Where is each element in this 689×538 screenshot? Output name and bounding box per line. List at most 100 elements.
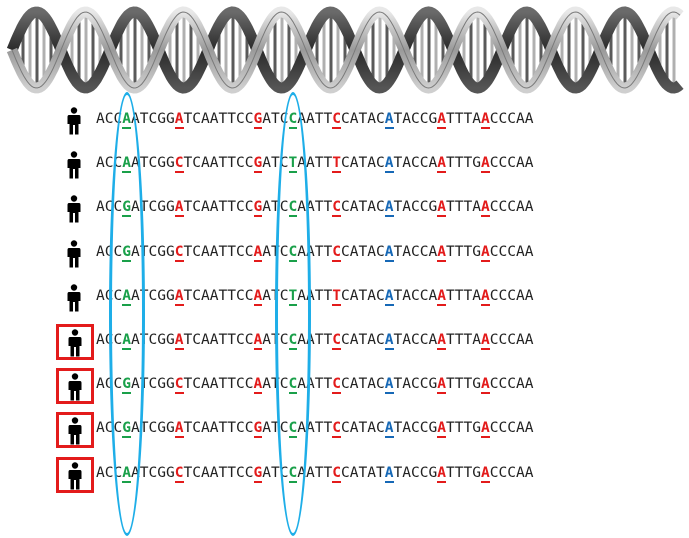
base: T: [393, 463, 403, 481]
variant-base: A: [481, 110, 490, 129]
base: T: [446, 331, 455, 348]
base: A: [209, 419, 219, 437]
base: C: [498, 419, 508, 437]
variant-base: A: [174, 331, 184, 350]
base: T: [323, 331, 333, 348]
highlighted-person-icon: [56, 456, 94, 493]
base: C: [489, 463, 499, 481]
base: C: [148, 463, 158, 481]
base: T: [218, 242, 228, 260]
base: A: [306, 463, 315, 481]
base: A: [96, 198, 105, 216]
base: T: [271, 154, 280, 172]
base: A: [349, 198, 359, 216]
base: A: [428, 242, 438, 260]
base: T: [454, 375, 464, 393]
base: C: [507, 463, 517, 481]
base: T: [463, 286, 473, 304]
base: T: [323, 375, 333, 393]
variant-base: A: [384, 463, 394, 483]
base: T: [218, 463, 228, 481]
base: A: [524, 154, 534, 172]
dna-sequence: ACCAATCGGCTCAATTCCGATCCAATTCCATATATACCGA…: [96, 463, 534, 483]
base: A: [472, 286, 482, 304]
base: T: [323, 463, 333, 481]
base: G: [166, 242, 175, 260]
sequence-row: ACCGATCGGATCAATTCCGATCCAATTCCATACATACCGA…: [0, 195, 689, 223]
base: A: [349, 242, 359, 260]
base: A: [367, 198, 377, 216]
base: T: [358, 154, 368, 172]
variant-base: A: [174, 110, 184, 129]
base: C: [236, 331, 245, 348]
base: A: [96, 463, 105, 481]
base: T: [183, 375, 193, 393]
variant-base: G: [253, 110, 263, 129]
variant-base: A: [481, 154, 490, 174]
dna-helix-icon: [6, 6, 684, 94]
base: T: [446, 198, 455, 216]
variant-base: C: [332, 242, 342, 262]
base: T: [271, 198, 280, 216]
variant-base: A: [384, 419, 394, 439]
base: C: [244, 286, 254, 304]
base: A: [306, 198, 315, 216]
base: T: [183, 463, 193, 481]
base: C: [498, 331, 508, 348]
base: C: [244, 331, 254, 348]
base: T: [463, 463, 473, 481]
base: C: [419, 331, 429, 348]
base: A: [201, 198, 210, 216]
variant-base: A: [437, 110, 447, 129]
variant-base: C: [332, 110, 342, 129]
base: A: [349, 154, 359, 172]
sequence-row: ACCAATCGGATCAATTCCGATCCAATTCCATACATACCGA…: [0, 107, 689, 135]
base: C: [236, 419, 245, 437]
base: T: [393, 286, 403, 304]
base: A: [96, 419, 105, 437]
base: T: [314, 286, 324, 304]
base: G: [472, 242, 482, 260]
base: T: [446, 419, 455, 437]
base: A: [402, 419, 412, 437]
base: C: [411, 110, 420, 127]
base: T: [183, 286, 193, 304]
base: T: [218, 154, 228, 172]
base: C: [341, 154, 350, 172]
base: T: [314, 419, 324, 437]
base: T: [218, 331, 228, 348]
base: C: [341, 331, 350, 348]
base: C: [192, 419, 202, 437]
base: C: [489, 286, 499, 304]
variant-base: A: [253, 375, 263, 395]
base: A: [262, 286, 272, 304]
base: T: [227, 286, 237, 304]
base: C: [148, 154, 158, 172]
base: T: [446, 463, 455, 481]
base: T: [183, 242, 193, 260]
base: C: [104, 463, 114, 481]
base: G: [166, 286, 175, 304]
base: A: [209, 463, 219, 481]
base: A: [516, 154, 525, 172]
base: A: [367, 154, 377, 172]
base: T: [376, 463, 385, 481]
base: C: [244, 198, 254, 216]
base: C: [507, 286, 517, 304]
base: C: [244, 242, 254, 260]
base: A: [262, 154, 272, 172]
variant-base: A: [384, 198, 394, 218]
base: G: [157, 242, 167, 260]
helix-strand-front-edge: [11, 11, 681, 89]
base: T: [314, 198, 324, 216]
base: A: [96, 110, 105, 127]
base: G: [166, 375, 175, 393]
base: A: [402, 198, 412, 216]
base: C: [411, 154, 420, 172]
base: T: [314, 463, 324, 481]
base: T: [218, 419, 228, 437]
base: C: [236, 110, 245, 127]
base: T: [463, 198, 473, 216]
variant-base: G: [253, 419, 263, 439]
dna-sequence: ACCGATCGGCTCAATTCCAATCCAATTCCATACATACCGA…: [96, 374, 534, 395]
